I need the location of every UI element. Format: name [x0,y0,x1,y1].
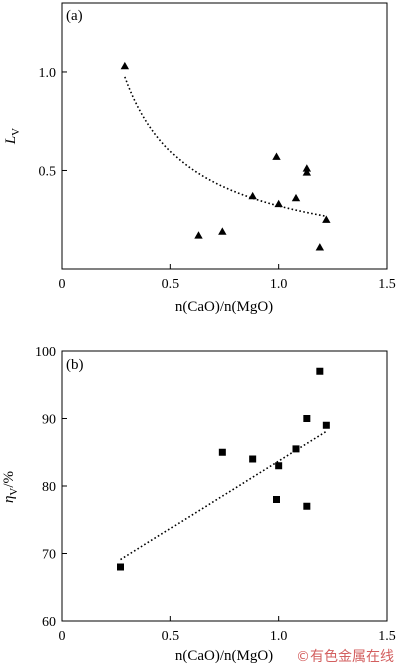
data-point-a-5 [274,199,283,208]
data-point-b-3 [273,496,280,503]
data-point-b-4 [275,462,283,470]
data-point-b-7 [303,502,311,510]
chart-panel-b: (b) 0 0.5 1.0 1.5 60 70 80 90 100 ηV/% n(CaO)/n(… [1,345,396,664]
trendline-b [120,430,327,561]
data-point-a-6 [291,193,301,202]
points-b [117,367,330,571]
y-tick-label-b-4: 100 [35,345,56,360]
y-tick-label-b-3: 90 [42,413,56,428]
data-point-b-2 [249,455,257,463]
data-point-a-0 [120,61,130,70]
y-axis-sub-b: V [8,488,20,496]
data-point-a-9 [315,243,325,251]
data-point-a-4 [272,152,281,160]
x-tick-label-b-1: 0.5 [162,629,180,644]
panel-label-a: (a) [66,8,83,24]
y-axis-title-b: ηV/% [1,471,20,503]
plot-frame-a [61,2,388,270]
y-tick-label-b-0: 60 [42,615,56,630]
data-point-a-10 [322,215,331,223]
panel-label-b: (b) [66,357,84,373]
data-point-a-3 [248,191,257,200]
y-tick-label-a-0: 0.5 [39,164,57,179]
x-tick-label-b-3: 1.5 [378,629,396,644]
chart-panel-a: (a) 0 0.5 1.0 1.5 0.5 1.0 LV n(CaO)/n(MgO) [3,2,396,315]
ticks-b: 0 0.5 1.0 1.5 60 70 80 90 100 [35,345,396,644]
data-point-a-8 [302,168,312,176]
points-a [120,61,331,251]
x-tick-label-a-1: 0.5 [162,277,180,292]
x-tick-label-b-0: 0 [59,629,66,644]
data-point-b-6 [303,415,311,422]
data-point-a-2 [218,227,227,235]
x-axis-title-b: n(CaO)/n(MgO) [175,648,273,664]
x-tick-label-a-3: 1.5 [378,277,396,292]
trendline-a [124,76,327,218]
plot-frame-b [61,350,388,622]
y-tick-label-b-1: 70 [42,548,56,563]
data-point-b-1 [218,448,226,456]
y-tick-label-a-1: 1.0 [39,66,57,81]
data-point-b-5 [292,445,300,453]
x-tick-label-a-0: 0 [59,277,66,292]
y-axis-symbol-b: η [1,496,17,503]
data-point-b-0 [117,563,124,571]
y-axis-symbol-a: L [3,136,19,145]
data-point-b-8 [316,367,324,375]
y-tick-label-b-2: 80 [42,480,56,495]
y-axis-sub-a: V [10,128,22,136]
x-tick-label-a-2: 1.0 [270,277,288,292]
data-point-b-9 [322,421,330,429]
x-tick-label-b-2: 1.0 [270,629,288,644]
watermark: ©有色金属在线 [296,648,394,665]
ticks-a: 0 0.5 1.0 1.5 0.5 1.0 [39,66,396,292]
data-point-a-1 [194,231,203,239]
y-axis-title-a: LV [3,128,22,145]
x-axis-title-a: n(CaO)/n(MgO) [175,299,273,315]
y-axis-suffix-b: /% [1,471,17,488]
data-point-a-7 [302,164,312,172]
